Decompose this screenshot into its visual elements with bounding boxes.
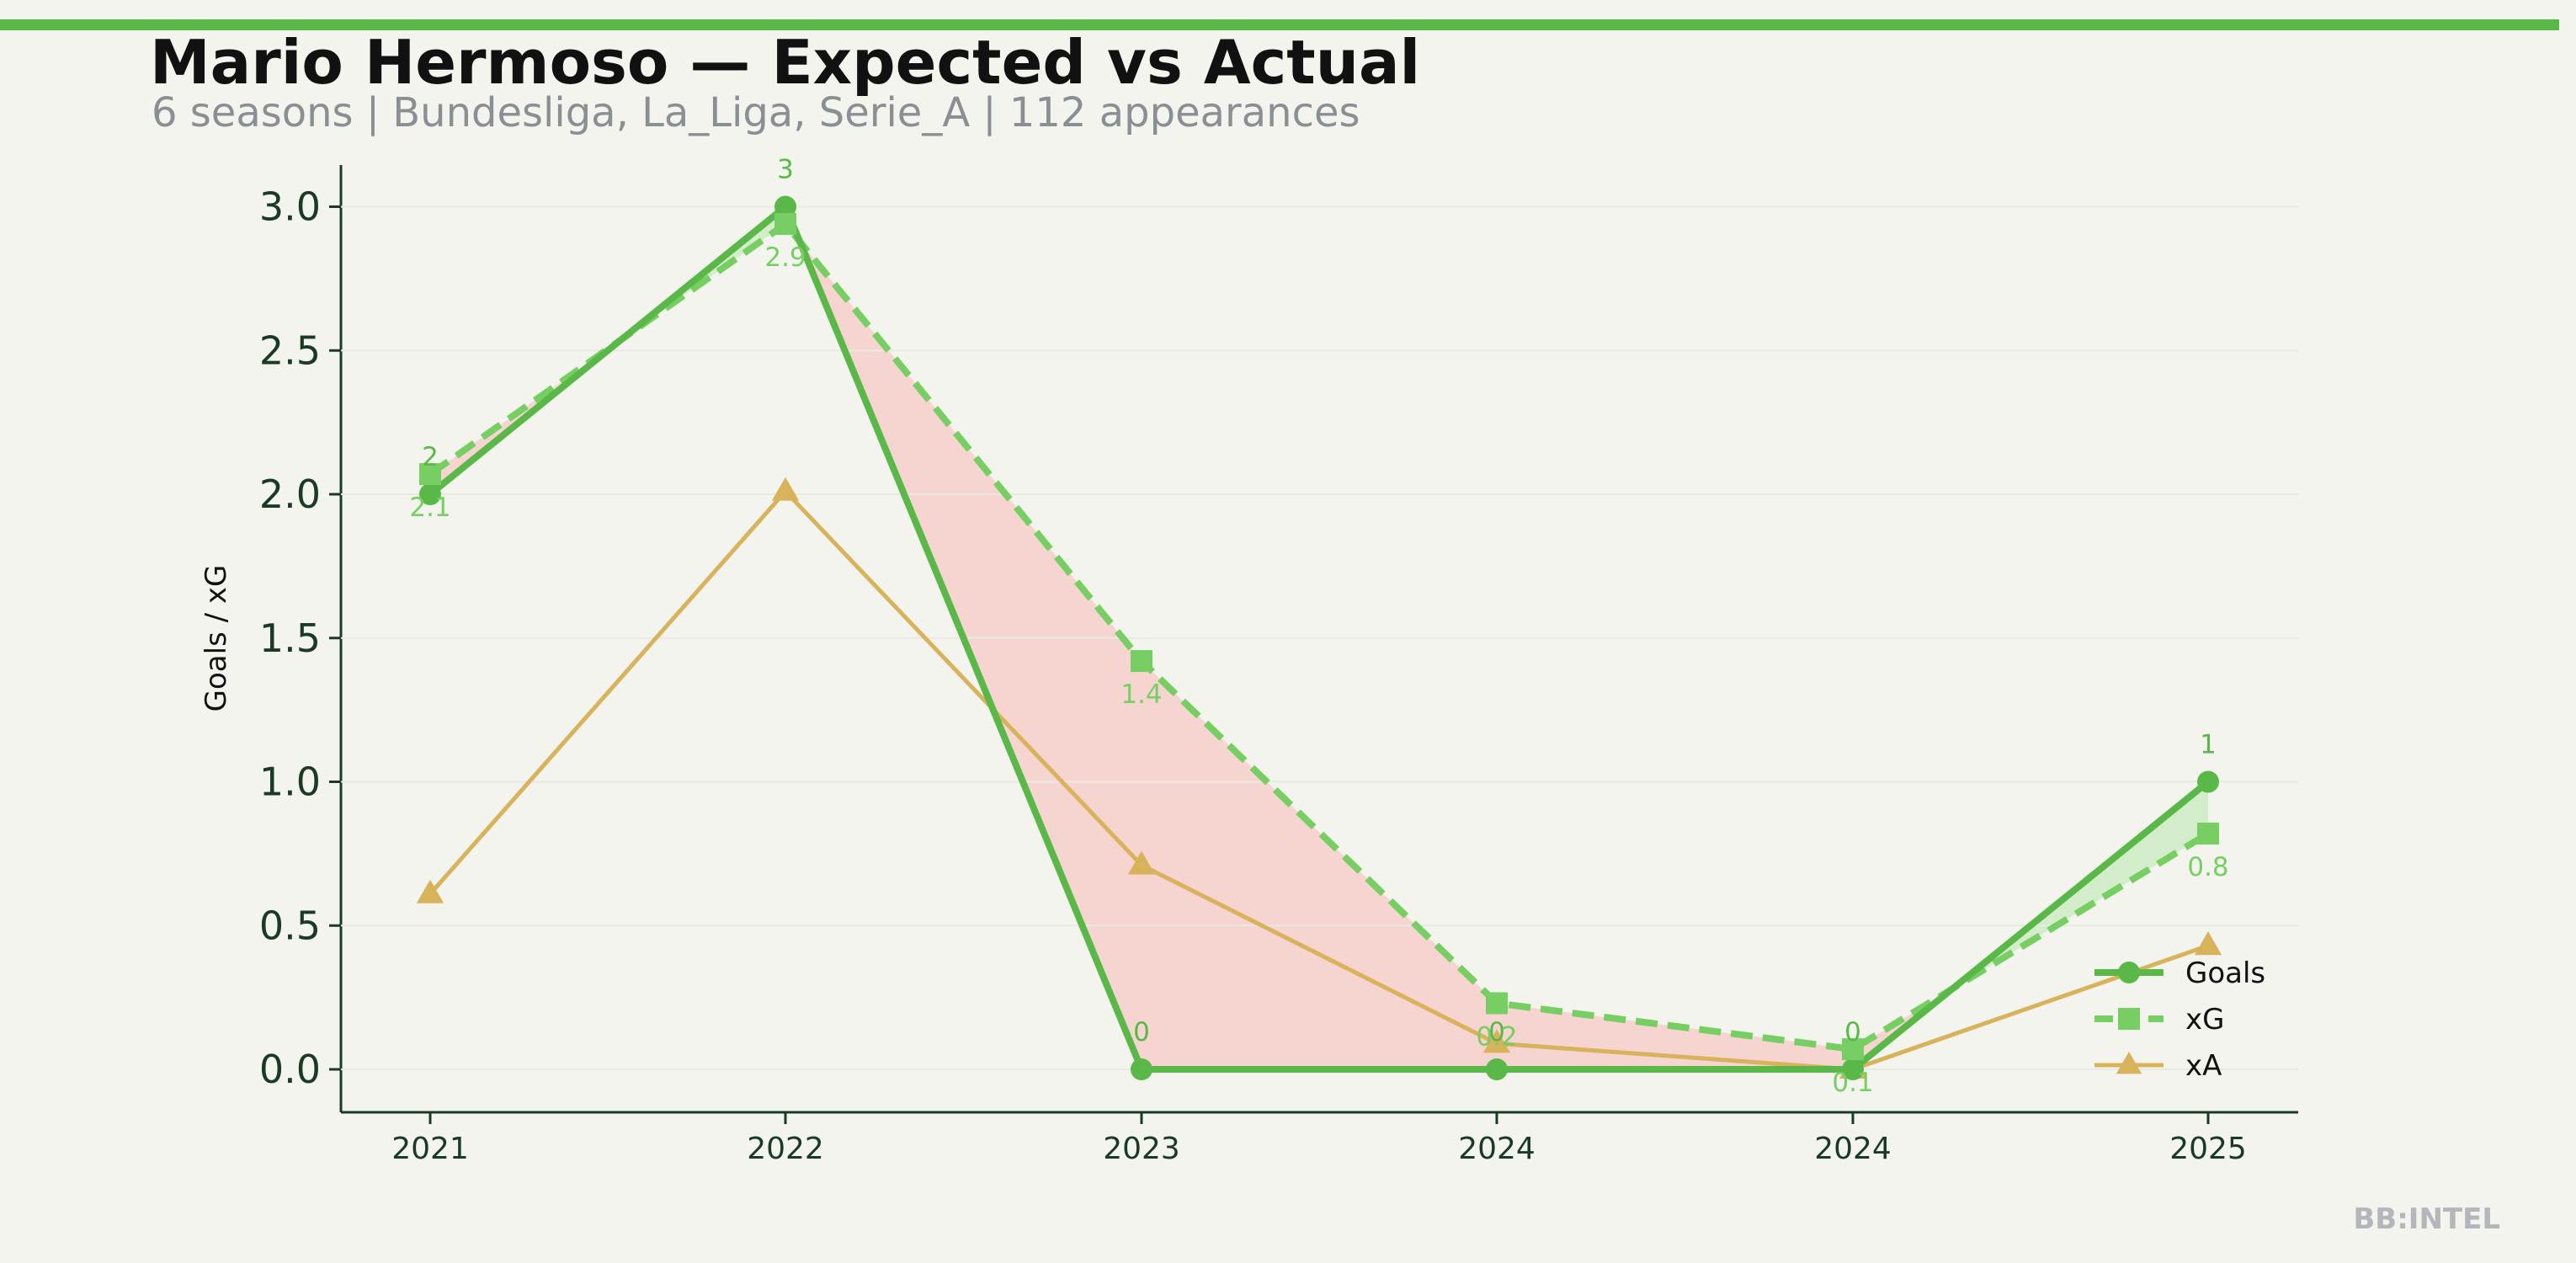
- y-tick-label: 3.0: [259, 184, 321, 230]
- y-tick-label: 1.5: [259, 616, 321, 661]
- series-markers: [416, 195, 2222, 1080]
- y-tick-label: 2.0: [259, 472, 321, 517]
- y-tick-label: 1.0: [259, 759, 321, 805]
- legend-marker-square: [2118, 1008, 2140, 1030]
- xg-data-label: 0.1: [1832, 1068, 1873, 1098]
- underperformance-fill: [1142, 661, 1497, 1069]
- goals-data-label: 2: [422, 442, 439, 472]
- goals-data-label: 0: [1844, 1017, 1861, 1047]
- legend-marker-circle: [2118, 962, 2140, 983]
- x-tick-label: 2023: [1103, 1132, 1180, 1166]
- xg-data-label: 2.9: [764, 242, 806, 273]
- y-tick-label: 2.5: [259, 328, 321, 373]
- goals-point: [419, 483, 441, 505]
- xg-point: [419, 463, 441, 486]
- goals-data-label: 0: [1133, 1017, 1150, 1047]
- xa-point: [1482, 1029, 1511, 1053]
- brand-watermark: BB:INTEL: [2353, 1202, 2500, 1236]
- goals-data-label: 1: [2200, 730, 2217, 760]
- goals-point: [2197, 770, 2219, 793]
- y-tick-label: 0.0: [259, 1047, 321, 1092]
- chart-subtitle: 6 seasons | Bundesliga, La_Liga, Serie_A…: [152, 89, 1360, 136]
- data-labels: 2 3 0 0 0 1 2.1 2.9 1.4 0.2 0.1 0.8: [409, 155, 2228, 1099]
- series-lines: [428, 201, 2211, 1073]
- top-accent-bar: [0, 19, 2559, 30]
- legend-label-xa: xA: [2185, 1049, 2222, 1083]
- xg-data-label: 0.8: [2187, 852, 2228, 882]
- xg-point: [1842, 1038, 1864, 1061]
- goals-data-label: 3: [777, 155, 794, 185]
- legend-marker-triangle: [2116, 1052, 2142, 1074]
- xg-point: [774, 212, 796, 235]
- xa-point: [1127, 850, 1156, 875]
- x-tick-label: 2024: [1458, 1132, 1535, 1166]
- xa-point: [771, 477, 800, 501]
- xg-point: [2197, 822, 2219, 845]
- goals-point: [774, 195, 796, 218]
- xa-line: [428, 488, 2209, 1072]
- x-tick-label: 2022: [747, 1132, 824, 1166]
- goals-point: [1842, 1058, 1864, 1080]
- xa-point: [2194, 931, 2222, 956]
- y-tick-label: 0.5: [259, 903, 321, 948]
- x-tick-label: 2021: [391, 1132, 469, 1166]
- xa-point: [416, 879, 444, 903]
- goals-line: [428, 201, 2211, 1073]
- chart-title: Mario Hermoso — Expected vs Actual: [150, 27, 1421, 98]
- x-tick-label: 2025: [2169, 1132, 2247, 1166]
- goals-point: [1131, 1058, 1152, 1080]
- y-axis-label: Goals / xG: [200, 565, 233, 712]
- xg-point: [1486, 992, 1508, 1015]
- goals-point: [1486, 1058, 1508, 1080]
- legend-label-xg: xG: [2185, 1003, 2224, 1037]
- xg-line: [428, 219, 2211, 1053]
- legend-label-goals: Goals: [2185, 957, 2265, 990]
- goals-data-label: 0: [1488, 1017, 1505, 1047]
- xg-point: [1131, 650, 1152, 673]
- xg-data-label: 0.2: [1476, 1021, 1517, 1052]
- chart-legend: Goals xG xA: [2094, 957, 2265, 1083]
- xg-data-label: 1.4: [1120, 679, 1162, 710]
- xg-data-label: 2.1: [409, 493, 450, 523]
- x-tick-label: 2024: [1814, 1132, 1892, 1166]
- underperformance-fill: [1497, 1003, 1853, 1069]
